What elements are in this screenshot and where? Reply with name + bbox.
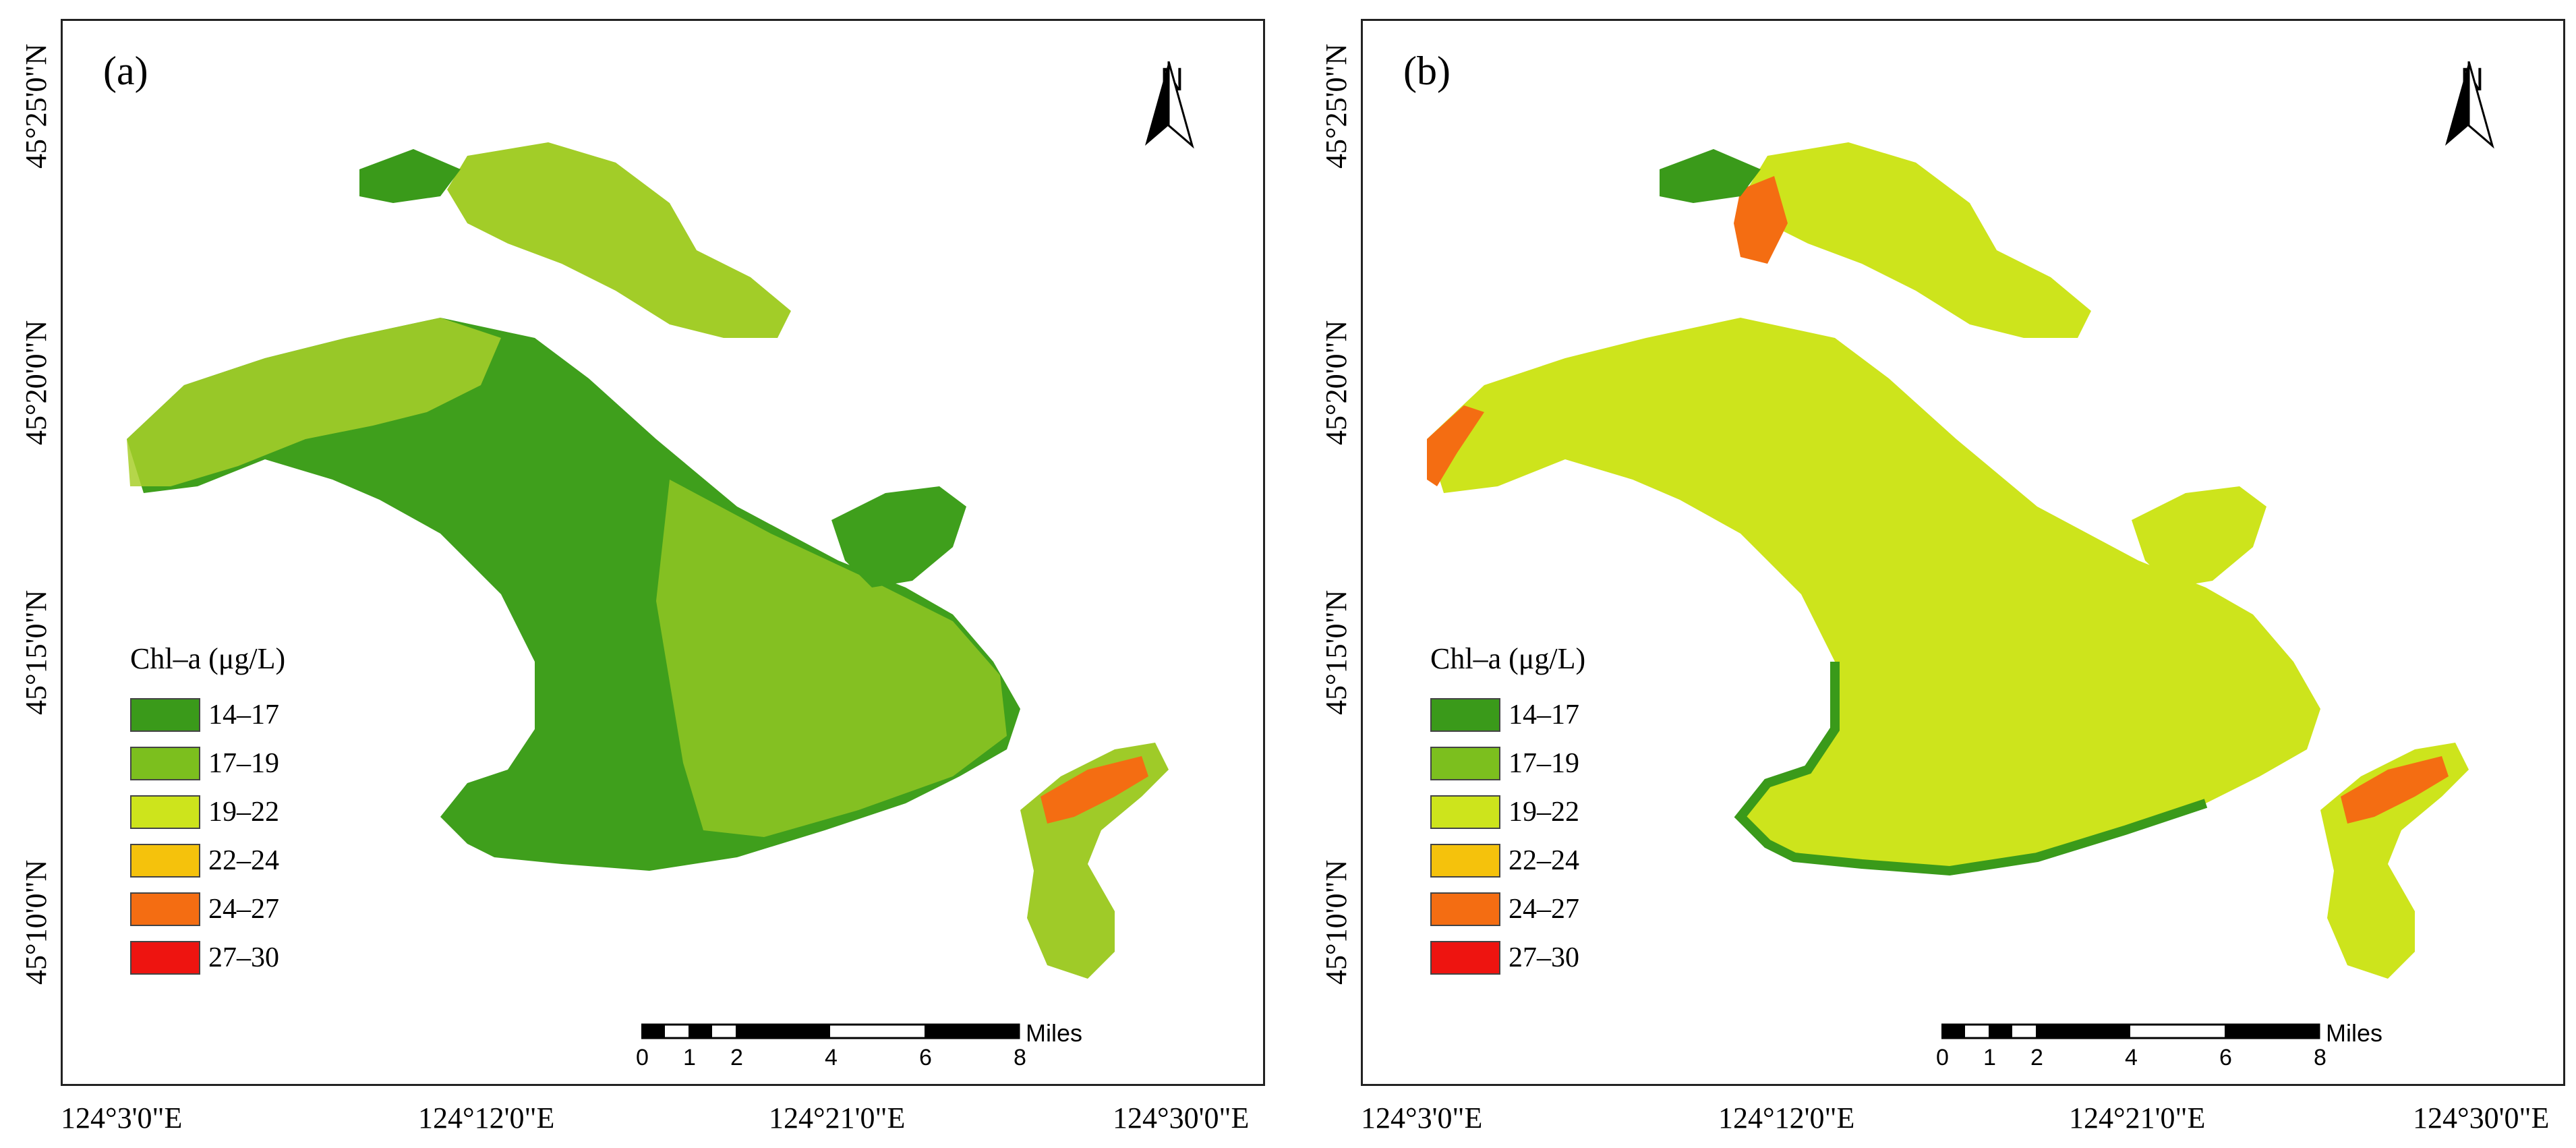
lat-tick-label: 45°20'0"N [20, 320, 53, 445]
legend-item: 14–17 [130, 691, 285, 739]
legend-swatch [1430, 844, 1500, 878]
north-arrow: N [1142, 61, 1202, 149]
map-panel-a: (a) N Chl–a (μg/L) 14–17 17–19 19–22 22–… [61, 19, 1265, 1086]
lake-edge-dark [1734, 662, 2208, 876]
scale-tick: 6 [919, 1045, 932, 1070]
legend-swatch [130, 698, 200, 732]
lon-tick-label: 124°21'0"E [769, 1101, 906, 1135]
lake-southeast-hot [2341, 756, 2449, 824]
lon-tick-label: 124°3'0"E [1361, 1101, 1483, 1135]
legend-swatch [1430, 698, 1500, 732]
scale-bar-graphic [641, 1023, 1020, 1039]
scale-tick: 4 [2125, 1045, 2138, 1070]
legend-item: 24–27 [1430, 885, 1585, 934]
panel-label: (a) [103, 49, 148, 93]
legend-item: 17–19 [1430, 739, 1585, 788]
lon-tick-label: 124°3'0"E [61, 1101, 183, 1135]
scale-unit: Miles [2326, 1019, 2383, 1047]
legend-swatch [1430, 795, 1500, 829]
lon-tick-label: 124°12'0"E [418, 1101, 555, 1135]
lat-tick-label: 45°20'0"N [1320, 320, 1353, 445]
legend-label: 17–19 [208, 748, 279, 779]
legend-label: 14–17 [208, 699, 279, 730]
panel-label: (b) [1403, 49, 1451, 93]
legend-swatch [130, 892, 200, 926]
scale-unit: Miles [1026, 1019, 1083, 1047]
scale-tick: 6 [2219, 1045, 2232, 1070]
lake-north-dark [359, 149, 461, 203]
scale-tick: 0 [636, 1045, 649, 1070]
legend: Chl–a (μg/L) 14–17 17–19 19–22 22–24 24–… [130, 641, 285, 982]
north-arrow-icon [1145, 61, 1194, 149]
lat-tick-label: 45°15'0"N [20, 590, 53, 715]
lon-tick-label: 124°21'0"E [2069, 1101, 2206, 1135]
legend-label: 24–27 [1509, 894, 1579, 925]
legend-item: 14–17 [1430, 691, 1585, 739]
scale-tick: 8 [1014, 1045, 1026, 1070]
scale-tick: 2 [730, 1045, 743, 1070]
lake-southeast-hot [1041, 756, 1148, 824]
lon-tick-label: 124°30'0"E [2413, 1101, 2550, 1135]
lake-zone-mid [656, 480, 1007, 837]
legend-item: 27–30 [130, 934, 285, 982]
legend-swatch [1430, 747, 1500, 780]
lake-map-b [1427, 142, 2469, 979]
scale-tick: 0 [1936, 1045, 1949, 1070]
legend-swatch [130, 844, 200, 878]
scale-bar: Miles 0 1 2 4 6 8 [636, 1019, 1154, 1073]
legend-swatch [130, 941, 200, 975]
lat-tick-label: 45°10'0"N [20, 859, 53, 985]
lat-tick-label: 45°25'0"N [20, 43, 53, 169]
legend-swatch [1430, 941, 1500, 975]
legend-item: 22–24 [1430, 836, 1585, 885]
legend-label: 27–30 [1509, 942, 1579, 973]
legend-label: 19–22 [1509, 797, 1579, 828]
legend-item: 27–30 [1430, 934, 1585, 982]
legend: Chl–a (μg/L) 14–17 17–19 19–22 22–24 24–… [1430, 641, 1585, 982]
lake-east-small [831, 486, 966, 587]
legend-title: Chl–a (μg/L) [1430, 642, 1586, 675]
scale-tick: 1 [1983, 1045, 1996, 1070]
scale-bar-graphic [1941, 1023, 2320, 1039]
lat-tick-label: 45°15'0"N [1320, 590, 1353, 715]
lake-north-dark [1660, 149, 1761, 203]
legend-item: 22–24 [130, 836, 285, 885]
lake-west-hot [1427, 405, 1484, 486]
legend-label: 14–17 [1509, 699, 1579, 730]
lon-tick-label: 124°30'0"E [1113, 1101, 1250, 1135]
lake-north-hot [1734, 176, 1788, 264]
legend-swatch [130, 747, 200, 780]
legend-swatch [1430, 892, 1500, 926]
lake-north [447, 142, 791, 338]
lon-tick-label: 124°12'0"E [1718, 1101, 1855, 1135]
legend-label: 22–24 [1509, 845, 1579, 876]
scale-tick: 4 [825, 1045, 838, 1070]
legend-item: 19–22 [130, 788, 285, 836]
lake-map-a [127, 142, 1169, 979]
lat-tick-label: 45°25'0"N [1320, 43, 1353, 169]
lake-zone-light [127, 318, 501, 486]
scale-bar: Miles 0 1 2 4 6 8 [1936, 1019, 2454, 1073]
north-arrow-icon [2445, 61, 2494, 149]
lake-east-small [2132, 486, 2266, 587]
legend-label: 22–24 [208, 845, 279, 876]
legend-label: 17–19 [1509, 748, 1579, 779]
north-arrow: N [2442, 61, 2502, 149]
legend-label: 19–22 [208, 797, 279, 828]
legend-item: 24–27 [130, 885, 285, 934]
lake-main-body [1427, 318, 2320, 871]
scale-tick: 2 [2030, 1045, 2043, 1070]
legend-title: Chl–a (μg/L) [130, 642, 286, 675]
map-panel-b: (b) N Chl–a (μg/L) 14–17 17–19 19–22 22–… [1361, 19, 2565, 1086]
legend-item: 19–22 [1430, 788, 1585, 836]
lat-tick-label: 45°10'0"N [1320, 859, 1353, 985]
legend-label: 24–27 [208, 894, 279, 925]
legend-item: 17–19 [130, 739, 285, 788]
scale-tick: 8 [2314, 1045, 2326, 1070]
legend-label: 27–30 [208, 942, 279, 973]
legend-swatch [130, 795, 200, 829]
scale-tick: 1 [683, 1045, 696, 1070]
lake-north [1747, 142, 2091, 338]
